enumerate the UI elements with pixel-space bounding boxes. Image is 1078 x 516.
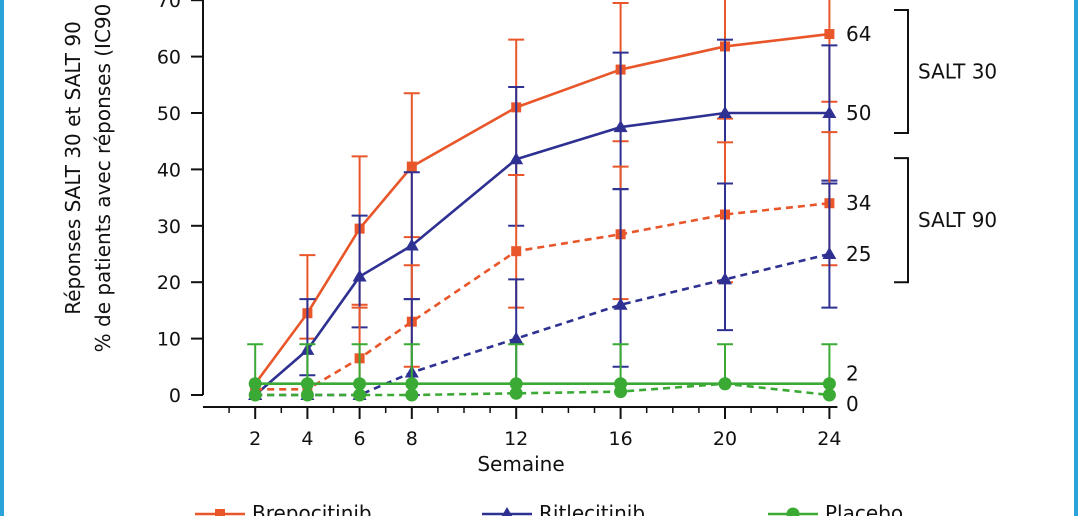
series-line: [255, 201, 830, 391]
data-point: [718, 272, 732, 285]
data-point: [511, 246, 522, 257]
x-tick-label: 8: [406, 428, 418, 450]
data-point: [353, 377, 367, 391]
x-tick-label: 12: [504, 428, 528, 450]
legend: Brepocitinib Ritlecitinib Placebo: [195, 501, 903, 516]
y-tick-label: 10: [157, 329, 181, 351]
y-tick-label: 0: [169, 385, 181, 407]
data-point: [352, 269, 367, 282]
y-tick-label: 50: [157, 103, 181, 125]
data-point: [405, 377, 419, 391]
end-value-label: 64: [846, 22, 871, 46]
group-bracket-salt-90: SALT 90: [894, 157, 997, 284]
x-axis-title: Semaine: [477, 452, 564, 476]
x-tick-label: 2: [249, 428, 261, 450]
legend-item-brepocitinib: Brepocitinib: [195, 501, 372, 516]
data-point: [509, 377, 523, 391]
x-tick-label: 20: [713, 428, 737, 450]
bracket-line: [894, 9, 909, 134]
y-tick-label: 40: [157, 159, 181, 181]
data-point: [300, 388, 314, 402]
data-point: [509, 386, 523, 400]
x-tick-label: 4: [301, 428, 313, 450]
y-tick-label: 30: [157, 216, 181, 238]
x-tick-label: 24: [817, 428, 841, 450]
y-tick-label: 70: [157, 0, 181, 12]
series-layer: [247, 0, 838, 402]
legend-marker: [501, 507, 513, 516]
series-line: [254, 32, 830, 385]
y-tick-label: 20: [157, 272, 181, 294]
legend-marker: [215, 509, 225, 516]
data-point: [822, 106, 837, 118]
data-point: [404, 238, 419, 251]
data-point: [248, 388, 262, 402]
legend-label: Ritlecitinib: [539, 501, 645, 516]
legend-item-ritlecitinib: Ritlecitinib: [482, 501, 645, 516]
data-point: [353, 388, 367, 402]
x-tick-label: 6: [354, 428, 366, 450]
data-point: [613, 297, 628, 310]
series-placebo-salt-90: [248, 377, 836, 402]
data-point: [509, 152, 524, 165]
series-line: [254, 111, 830, 396]
data-point: [614, 385, 628, 399]
bracket-line: [894, 157, 909, 284]
data-point: [822, 377, 836, 391]
legend-item-placebo: Placebo: [768, 501, 903, 516]
y-tick-label: 60: [157, 47, 181, 69]
data-point: [824, 29, 835, 40]
end-value-label: 2: [846, 362, 859, 386]
data-point: [405, 388, 419, 402]
series-ritlecitinib: [248, 38, 838, 400]
end-value-label: 34: [846, 191, 871, 215]
end-value-label: 25: [846, 242, 871, 266]
series-line: [255, 252, 830, 397]
end-value-label: 50: [846, 101, 871, 125]
series-ritlecitinib-salt-90: [248, 182, 838, 400]
data-point: [509, 331, 524, 344]
data-point: [248, 377, 262, 391]
x-tick-label: 16: [609, 428, 633, 450]
legend-label: Brepocitinib: [252, 501, 372, 516]
group-label: SALT 30: [918, 60, 997, 84]
data-point: [613, 120, 628, 133]
data-point: [718, 377, 732, 391]
data-point: [300, 377, 314, 391]
series-line: [255, 382, 830, 397]
end-value-label: 0: [846, 392, 859, 416]
group-label: SALT 90: [918, 208, 997, 232]
data-point: [406, 161, 417, 172]
y-axis-title-line-1: Réponses SALT 30 et SALT 90: [61, 21, 85, 315]
legend-marker: [786, 507, 800, 516]
y-axis-title-line-2: % de patients avec réponses (IC90: [91, 4, 115, 353]
legend-label: Placebo: [825, 501, 903, 516]
series-brepocitinib: [250, 0, 838, 389]
data-point: [822, 388, 836, 402]
series-placebo: [247, 343, 838, 391]
data-point: [822, 247, 837, 259]
data-point: [718, 106, 732, 118]
group-bracket-salt-30: SALT 30: [894, 9, 997, 134]
